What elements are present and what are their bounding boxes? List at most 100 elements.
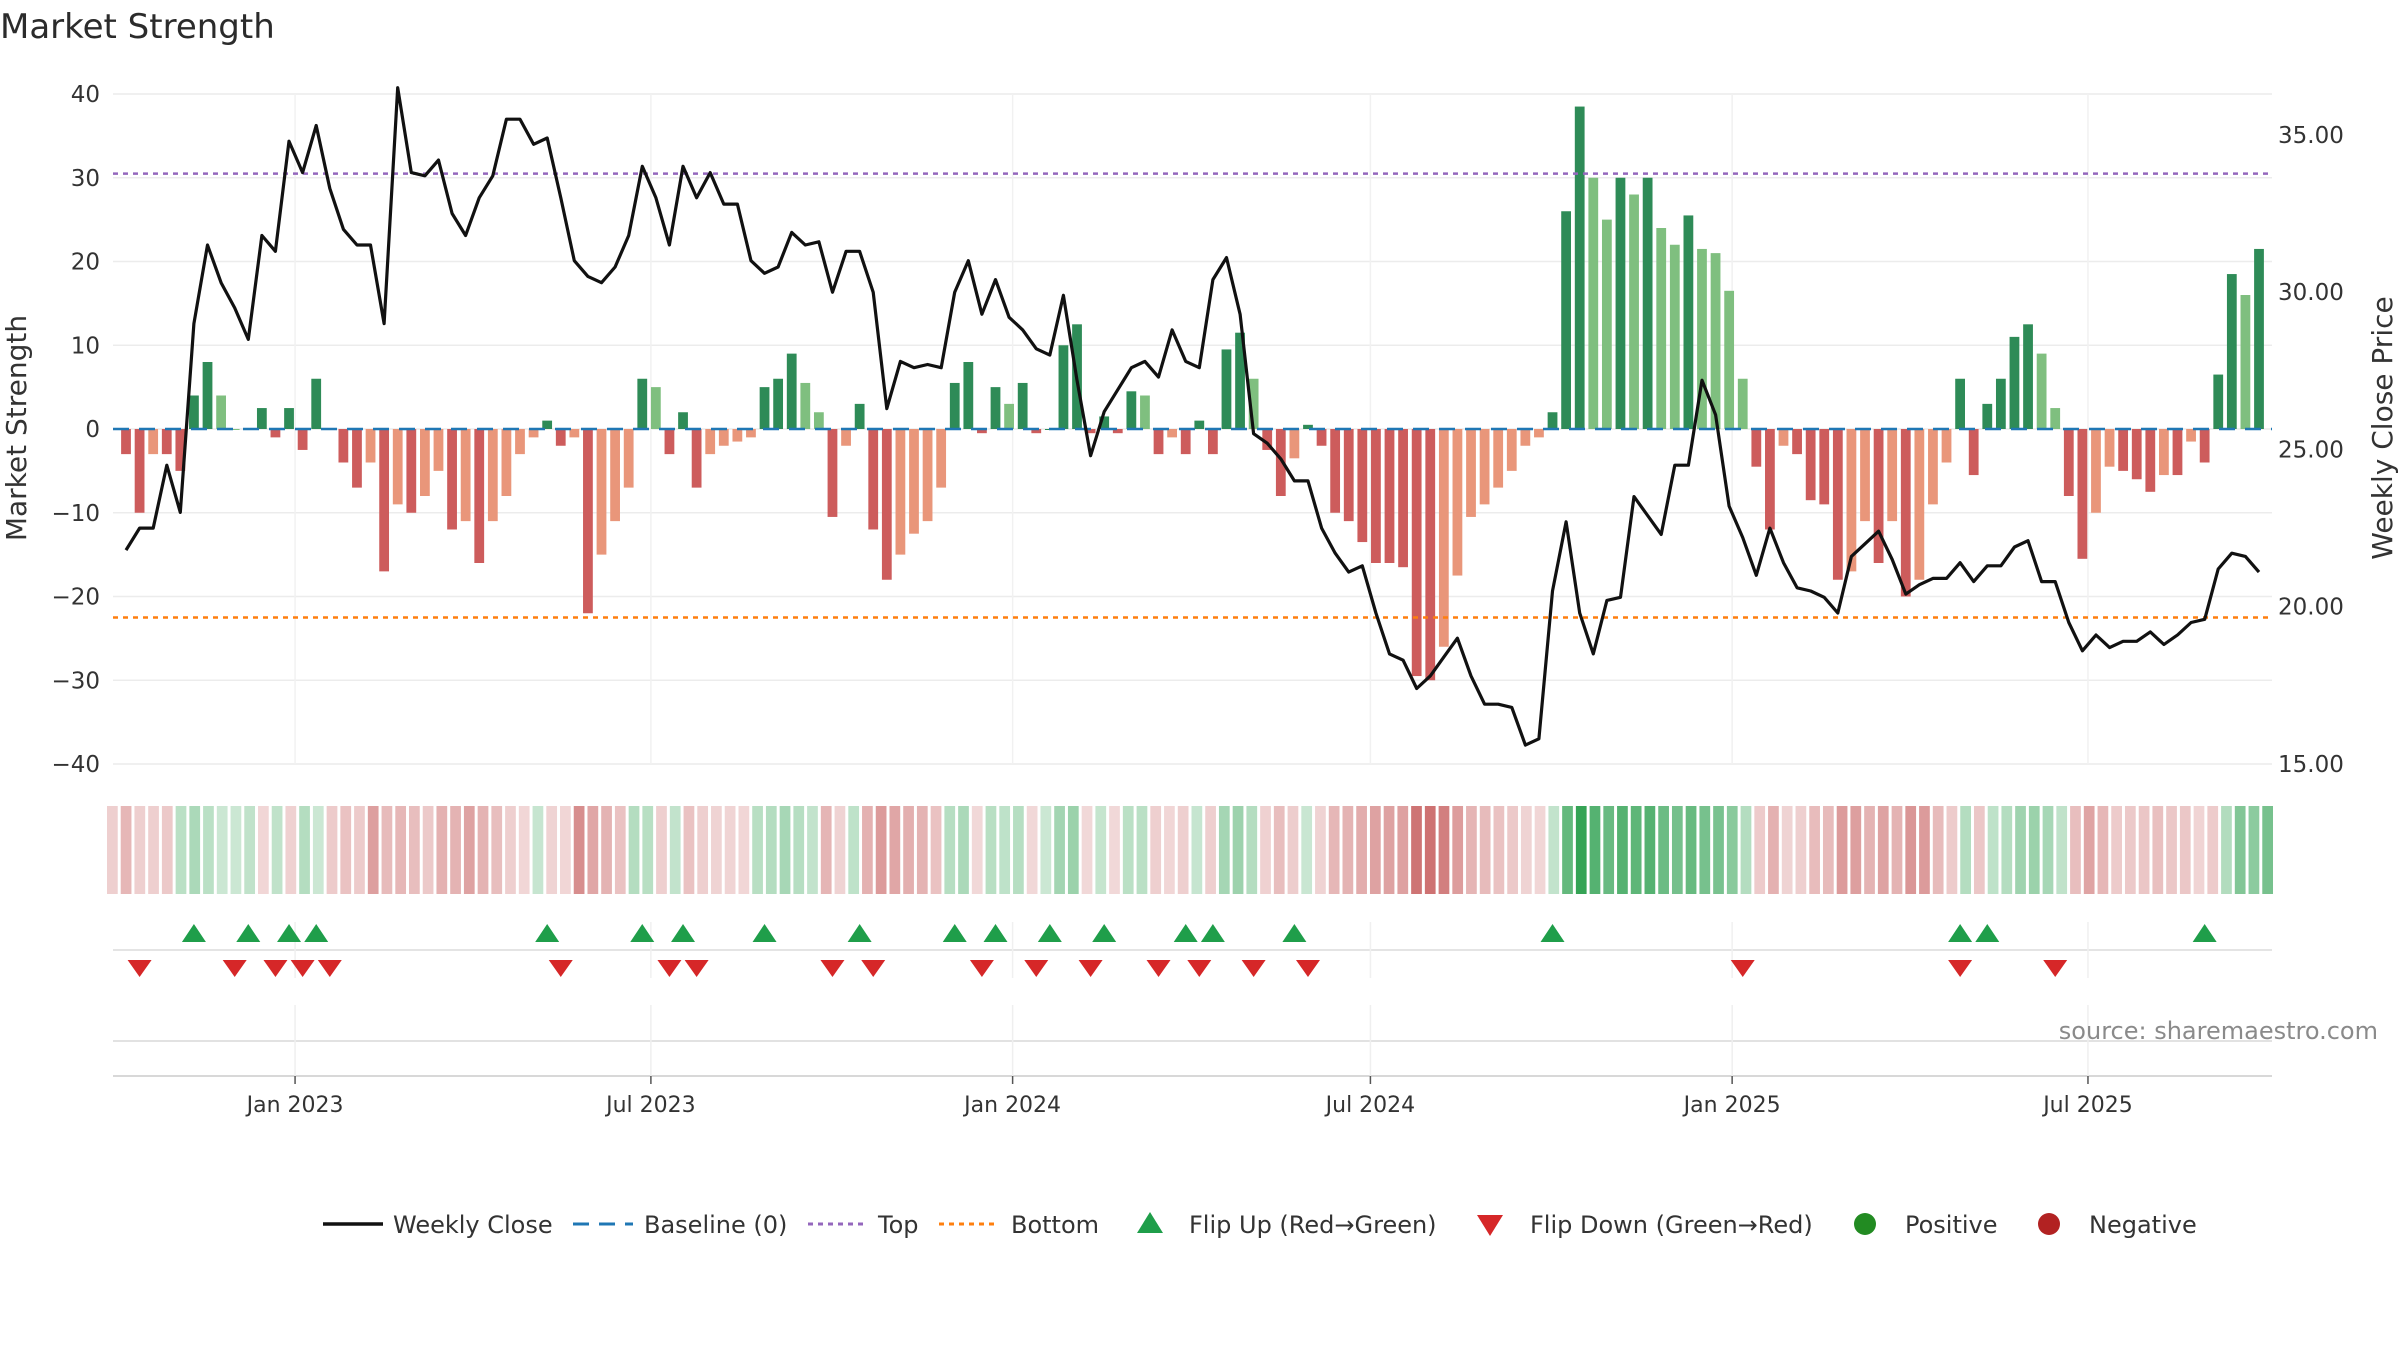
heat-cell (697, 806, 709, 894)
strength-bar (1248, 378, 1259, 429)
right-axis-title: Weekly Close Price (2366, 296, 2399, 559)
strength-bar (148, 429, 159, 455)
strength-bar (1262, 429, 1273, 450)
heat-cell (2056, 806, 2068, 894)
strength-bar (256, 408, 267, 429)
strength-bar (664, 429, 675, 455)
right-tick-label: 25.00 (2278, 437, 2344, 463)
heat-cell (1987, 806, 1999, 894)
heat-cell (2097, 806, 2109, 894)
strength-bar (1968, 429, 1979, 476)
heat-cell (2179, 806, 2191, 894)
heat-cell (1891, 806, 1903, 894)
strength-bar (610, 429, 620, 522)
flip-down-marker (127, 960, 152, 977)
heat-cell (1026, 806, 1038, 894)
strength-bar (1180, 429, 1191, 455)
strength-bar (229, 429, 240, 430)
heat-cell (1150, 806, 1162, 894)
heat-cell (161, 806, 173, 894)
heat-cell (2207, 806, 2219, 894)
strength-bar (1085, 429, 1096, 434)
flip-up-marker (1282, 924, 1307, 942)
heat-cell (518, 806, 530, 894)
strength-bar (2254, 248, 2264, 429)
strength-bar (1099, 416, 1110, 429)
date-tick-label: Jul 2025 (2041, 1093, 2133, 1118)
heat-cell (203, 806, 214, 894)
heat-cell (409, 806, 420, 894)
heat-cell (930, 806, 942, 894)
heat-cell (395, 806, 407, 894)
left-tick-label: −10 (51, 501, 100, 527)
flip-down-marker (1948, 960, 1973, 977)
heat-cell (1301, 806, 1313, 894)
flip-down-marker (290, 960, 315, 977)
flip-down-marker (684, 960, 709, 977)
heat-cell (628, 806, 640, 894)
strength-bar (1778, 429, 1789, 446)
heat-cell (1177, 806, 1189, 894)
strength-bar (1303, 424, 1313, 429)
strength-bar (2199, 429, 2210, 463)
strength-bar (1697, 248, 1707, 429)
strength-bar (1357, 429, 1368, 543)
strength-bar (786, 353, 797, 429)
heat-cell (285, 806, 297, 894)
strength-bar (1914, 429, 1925, 580)
strength-bars (121, 106, 2264, 681)
strength-bar (2226, 274, 2237, 429)
heat-cell (1644, 806, 1656, 894)
heat-cell (2070, 806, 2081, 894)
strength-bar (420, 429, 430, 496)
strength-bar (1955, 378, 1965, 429)
heat-cell (1726, 806, 1738, 894)
heat-cell (2138, 806, 2150, 894)
flip-up-marker (304, 924, 329, 942)
heat-cell (2083, 806, 2095, 894)
strength-bar (1031, 429, 1042, 434)
strength-bar (650, 387, 661, 429)
legend-weekly-close: Weekly Close (393, 1211, 553, 1239)
heat-cell (1342, 806, 1354, 894)
left-tick-label: 20 (71, 250, 100, 276)
strength-bar (1724, 290, 1735, 429)
flip-up-marker (1948, 924, 1973, 942)
strength-bar (2091, 429, 2101, 513)
heat-cell (614, 806, 626, 894)
heat-cell (436, 806, 448, 894)
heat-cell (1013, 806, 1024, 894)
strength-bar (1207, 429, 1218, 455)
heat-cell (1232, 806, 1244, 894)
strength-bar (1221, 349, 1232, 429)
heat-cell (258, 806, 269, 894)
strength-bar (1493, 429, 1504, 488)
strength-bar (474, 429, 485, 563)
heat-cell (326, 806, 338, 894)
heat-cell (1658, 806, 1669, 894)
heat-cell (340, 806, 352, 894)
strength-bar (352, 429, 362, 488)
left-tick-label: 40 (71, 82, 100, 108)
heat-cell (573, 806, 585, 894)
strength-bar (2063, 429, 2074, 496)
heat-cell (1781, 806, 1793, 894)
heat-cell (2234, 806, 2246, 894)
flip-up-marker (535, 924, 560, 942)
heat-cell (1081, 806, 1093, 894)
strength-bar (392, 429, 403, 505)
legend-bottom: Bottom (1011, 1211, 1099, 1239)
heat-cell (2166, 806, 2177, 894)
heat-cell (656, 806, 667, 894)
strength-bar (718, 429, 729, 446)
left-axis-title: Market Strength (0, 315, 33, 541)
left-tick-label: −40 (51, 752, 100, 778)
strength-bar (501, 429, 512, 496)
strength-bar (1710, 253, 1721, 429)
strength-bar (1167, 429, 1178, 438)
flip-markers (113, 922, 2272, 978)
heat-cell (1205, 806, 1216, 894)
heat-cell (916, 806, 928, 894)
strength-bar (1805, 429, 1816, 501)
heat-cell (1877, 806, 1889, 894)
